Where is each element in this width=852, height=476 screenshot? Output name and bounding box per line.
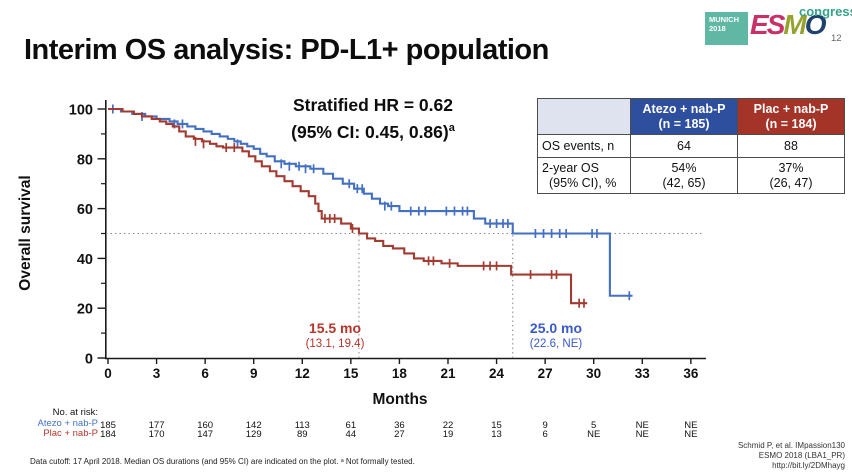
risk-count: 9 bbox=[542, 419, 548, 431]
citation-line: ESMO 2018 (LBA1_PR) bbox=[758, 451, 845, 460]
table-row-os-events: OS events, n 64 88 bbox=[537, 134, 845, 158]
risk-count: 160 bbox=[197, 419, 214, 431]
risk-count: 6 bbox=[542, 429, 548, 440]
x-tick-label: 12 bbox=[295, 366, 310, 381]
risk-count: 44 bbox=[345, 429, 357, 440]
col-header-plac: Plac + nab-P (n = 184) bbox=[737, 98, 845, 135]
risk-heading: No. at risk: bbox=[52, 407, 98, 418]
risk-table-labels: No. at risk: Atezo + nab-P Plac + nab-P bbox=[6, 407, 98, 440]
col-header-atezo: Atezo + nab-P (n = 185) bbox=[630, 98, 738, 135]
esmo-letter: S bbox=[766, 9, 786, 40]
cell-value: 88 bbox=[737, 134, 845, 158]
cell-value: 37% (26, 47) bbox=[737, 157, 845, 194]
slide-number: 12 bbox=[831, 33, 842, 44]
risk-count: 113 bbox=[294, 419, 310, 431]
risk-count: NE bbox=[684, 429, 698, 440]
median-value: 15.5 mo bbox=[308, 320, 362, 336]
page-title: Interim OS analysis: PD-L1+ population bbox=[24, 34, 549, 66]
y-tick-label: 20 bbox=[77, 302, 93, 318]
esmo-letter: O bbox=[804, 9, 827, 40]
risk-count: 89 bbox=[296, 429, 308, 440]
y-tick-label: 0 bbox=[85, 352, 93, 368]
x-tick-label: 21 bbox=[440, 366, 456, 381]
x-tick-label: 33 bbox=[635, 366, 651, 381]
x-tick-label: 36 bbox=[683, 366, 699, 381]
data-cutoff-footnote: Data cutoff: 17 April 2018. Median OS du… bbox=[30, 457, 415, 466]
congress-label: congress bbox=[799, 4, 852, 19]
risk-count: 142 bbox=[245, 419, 262, 431]
esmo-munich-logo: MUNICH 2018 bbox=[705, 12, 748, 45]
y-axis-title: Overall survival bbox=[17, 175, 34, 290]
logo-city: MUNICH bbox=[709, 15, 739, 24]
hazard-ratio-annotation: Stratified HR = 0.62 (95% CI: 0.45, 0.86… bbox=[262, 94, 484, 143]
x-tick-label: 6 bbox=[201, 366, 209, 381]
row-label: 2-year OS (95% CI), % bbox=[537, 157, 631, 194]
x-tick-label: 3 bbox=[153, 366, 161, 381]
risk-count: 22 bbox=[442, 419, 454, 431]
risk-count: 177 bbox=[148, 419, 165, 431]
risk-count: NE bbox=[684, 419, 698, 431]
risk-count: 5 bbox=[591, 419, 597, 431]
median-ci: (13.1, 19.4) bbox=[305, 338, 365, 350]
hr-line1: Stratified HR = 0.62 bbox=[293, 95, 453, 115]
x-tick-label: 0 bbox=[104, 366, 112, 381]
risk-count: 170 bbox=[148, 429, 165, 440]
risk-count: NE bbox=[635, 419, 649, 431]
y-tick-label: 60 bbox=[77, 202, 93, 218]
risk-count: 129 bbox=[245, 429, 262, 440]
esmo-letter: M bbox=[783, 9, 806, 40]
y-tick-label: 100 bbox=[69, 103, 93, 119]
logo-year: 2018 bbox=[709, 23, 726, 33]
cell-value: 54% (42, 65) bbox=[630, 157, 738, 194]
table-row-2year-os: 2-year OS (95% CI), % 54% (42, 65) 37% (… bbox=[537, 157, 845, 194]
row-label: OS events, n bbox=[537, 134, 631, 158]
risk-count: 19 bbox=[442, 429, 454, 440]
risk-count: 185 bbox=[100, 419, 116, 431]
os-summary-table: Atezo + nab-P (n = 185) Plac + nab-P (n … bbox=[537, 98, 845, 194]
km-survival-chart: 0 3 6 9 12 15 18 21 24 27 30 33 36020406080100Months… bbox=[17, 100, 706, 408]
citation-line: http://bit.ly/2DMhayg bbox=[772, 461, 845, 470]
y-tick-label: 80 bbox=[77, 152, 93, 168]
x-tick-label: 24 bbox=[489, 366, 505, 381]
risk-count: 13 bbox=[491, 429, 502, 440]
x-tick-label: 30 bbox=[586, 366, 601, 381]
risk-count: 61 bbox=[345, 419, 357, 431]
median-value: 25.0 mo bbox=[529, 320, 583, 336]
risk-count: 27 bbox=[394, 429, 405, 440]
table-corner-cell bbox=[537, 98, 631, 135]
x-tick-label: 27 bbox=[538, 366, 553, 381]
risk-count: 184 bbox=[100, 429, 116, 440]
x-tick-label: 9 bbox=[250, 366, 258, 381]
median-ci: (22.6, NE) bbox=[529, 338, 583, 350]
y-tick-label: 40 bbox=[77, 252, 93, 268]
risk-row-label-plac: Plac + nab-P bbox=[43, 428, 98, 439]
esmo-letter: E bbox=[750, 9, 769, 40]
risk-count: NE bbox=[635, 429, 649, 440]
x-tick-label: 18 bbox=[392, 366, 408, 381]
median-os-plac: 15.5 mo (13.1, 19.4) bbox=[293, 320, 377, 351]
esmo-wordmark: ESMO bbox=[750, 9, 827, 40]
hr-line2: (95% CI: 0.45, 0.86)a bbox=[291, 121, 455, 142]
risk-count: 15 bbox=[491, 419, 502, 431]
cell-value: 64 bbox=[630, 134, 738, 158]
x-axis-title: Months bbox=[372, 391, 427, 408]
median-os-atezo: 25.0 mo (22.6, NE) bbox=[514, 320, 598, 351]
km-curve-atezo-nab-p bbox=[108, 107, 633, 297]
risk-row-label-atezo: Atezo + nab-P bbox=[37, 417, 98, 429]
risk-count: 147 bbox=[197, 429, 214, 440]
citation: Schmid P, et al. IMpassion130 ESMO 2018 … bbox=[645, 441, 845, 471]
x-tick-label: 15 bbox=[343, 366, 359, 381]
risk-count: NE bbox=[587, 429, 601, 440]
citation-line: Schmid P, et al. IMpassion130 bbox=[737, 441, 845, 450]
risk-count: 36 bbox=[394, 419, 405, 431]
km-curve-plac-nab-p bbox=[108, 107, 588, 305]
